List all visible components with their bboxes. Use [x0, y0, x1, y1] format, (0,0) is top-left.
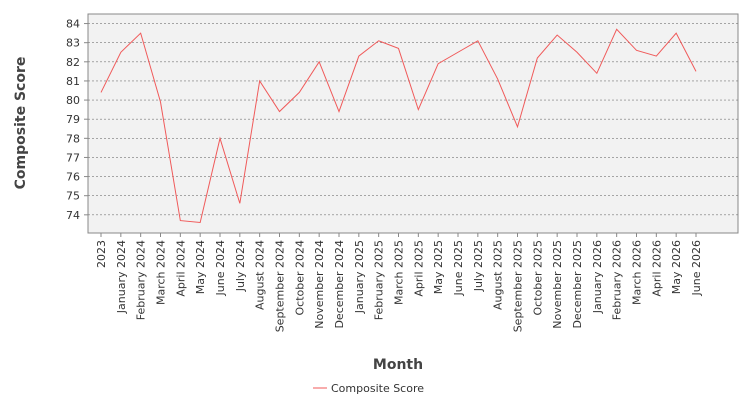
- x-tick-label: November 2024: [313, 240, 326, 329]
- x-tick-label: January 2024: [115, 240, 128, 314]
- plot-area: [87, 13, 739, 234]
- x-tick-label: June 2025: [452, 240, 465, 296]
- y-tick-label: 74: [66, 209, 80, 222]
- x-tick-label: March 2024: [155, 240, 168, 305]
- x-tick-label: 2023: [95, 240, 108, 268]
- x-tick-label: October 2025: [531, 240, 544, 316]
- x-tick-label: February 2026: [611, 240, 624, 320]
- x-tick-label: January 2026: [591, 240, 604, 314]
- y-tick-label: 78: [66, 132, 80, 145]
- x-tick-label: September 2024: [274, 240, 287, 332]
- x-tick-label: April 2025: [412, 240, 425, 297]
- x-tick-label: June 2026: [690, 240, 703, 296]
- x-tick-label: July 2024: [234, 240, 247, 292]
- y-tick-label: 79: [66, 113, 80, 126]
- x-axis-title: Month: [373, 357, 423, 373]
- x-tick-label: December 2024: [333, 240, 346, 329]
- y-tick-label: 76: [66, 171, 80, 184]
- y-tick-label: 84: [66, 18, 80, 31]
- y-tick-label: 77: [66, 151, 80, 164]
- y-tick-label: 82: [66, 56, 80, 69]
- x-tick-label: February 2025: [373, 240, 386, 320]
- x-tick-label: March 2026: [631, 240, 644, 305]
- x-tick-label: April 2024: [174, 240, 187, 297]
- x-tick-label: May 2025: [432, 240, 445, 294]
- x-tick-label: December 2025: [571, 240, 584, 329]
- line: [100, 28, 697, 224]
- y-tick-label: 80: [66, 94, 80, 107]
- x-tick-label: April 2026: [650, 240, 663, 297]
- y-tick-label: 83: [66, 37, 80, 50]
- x-tick-label: February 2024: [135, 240, 148, 320]
- x-tick-label: January 2025: [353, 240, 366, 314]
- y-tick-label: 81: [66, 75, 80, 88]
- y-tick-label: 75: [66, 190, 80, 203]
- x-tick-label: July 2025: [472, 240, 485, 292]
- x-tick-label: August 2024: [254, 240, 267, 310]
- x-tick-label: September 2025: [512, 240, 525, 332]
- x-tick-label: June 2024: [214, 240, 227, 296]
- x-tick-label: May 2024: [194, 240, 207, 294]
- x-tick-label: May 2026: [670, 240, 683, 294]
- x-tick-label: November 2025: [551, 240, 564, 329]
- x-tick-label: October 2024: [293, 240, 306, 316]
- x-tick-label: March 2025: [393, 240, 406, 305]
- legend-label: Composite Score: [331, 382, 424, 395]
- y-axis-title: Composite Score: [13, 57, 29, 190]
- x-tick-label: August 2025: [492, 240, 505, 310]
